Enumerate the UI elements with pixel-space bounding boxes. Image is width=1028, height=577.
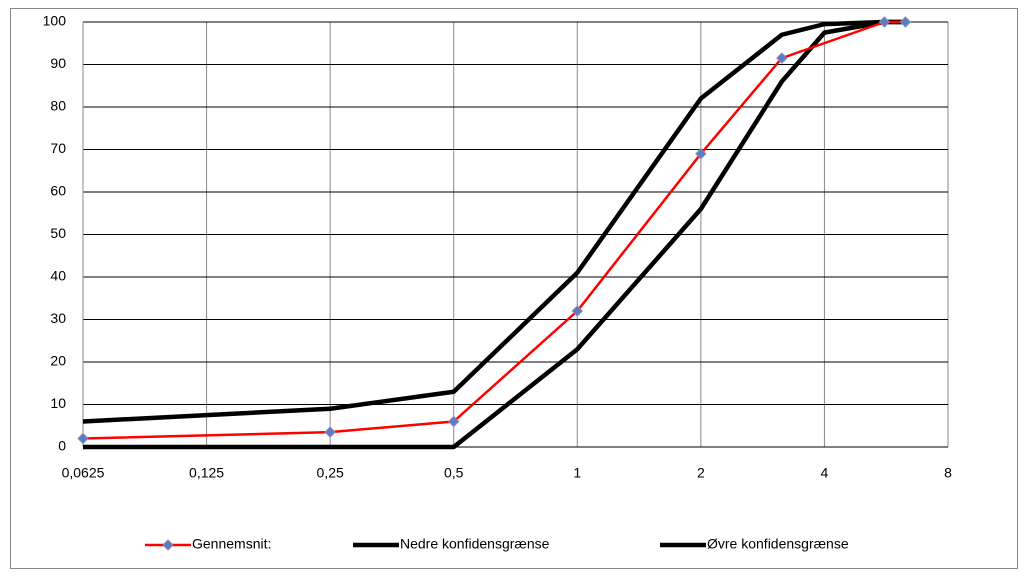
x-tick-label: 0,0625 [62, 465, 105, 481]
x-tick-label: 2 [697, 465, 705, 481]
data-point [878, 16, 891, 28]
data-point [776, 52, 788, 64]
x-tick-label: 8 [944, 465, 952, 481]
data-point [77, 432, 89, 445]
x-tick-label: 0,25 [317, 465, 344, 481]
y-tick-label: 30 [50, 310, 66, 326]
y-tick-label: 10 [50, 395, 66, 411]
x-tick-label: 1 [573, 465, 581, 481]
x-tick-label: 0,5 [444, 465, 464, 481]
series-line [82, 20, 906, 440]
x-tick-label: 0,125 [189, 465, 224, 481]
legend-label: Gennemsnit: [192, 536, 271, 552]
y-tick-label: 0 [58, 438, 66, 454]
series-line [83, 19, 906, 450]
data-point [571, 305, 583, 317]
grid: 0,0625 0,125 0,25 0,5 1 2 4 8010203040506070809… [43, 13, 952, 481]
legend-label: Øvre konfidensgrænse [707, 536, 849, 552]
legend-marker [162, 539, 174, 551]
data-point [695, 148, 707, 160]
y-tick-label: 80 [50, 98, 66, 114]
data-point [324, 426, 336, 438]
y-tick-label: 70 [50, 140, 66, 156]
legend: Gennemsnit: Nedre konfidensgrænse Øvre kon… [145, 536, 849, 552]
chart-frame [10, 8, 1018, 569]
y-tick-label: 40 [50, 268, 66, 284]
y-tick-label: 90 [50, 55, 66, 71]
y-tick-label: 60 [50, 183, 66, 199]
series-line [82, 19, 906, 424]
y-tick-label: 20 [50, 353, 66, 369]
data-point [899, 16, 912, 28]
x-tick-label: 4 [821, 465, 829, 481]
legend-label: Nedre konfidensgrænse [400, 536, 550, 552]
data-point [448, 415, 460, 428]
plot [77, 16, 912, 450]
y-tick-label: 50 [50, 225, 66, 241]
y-tick-label: 100 [43, 13, 67, 29]
